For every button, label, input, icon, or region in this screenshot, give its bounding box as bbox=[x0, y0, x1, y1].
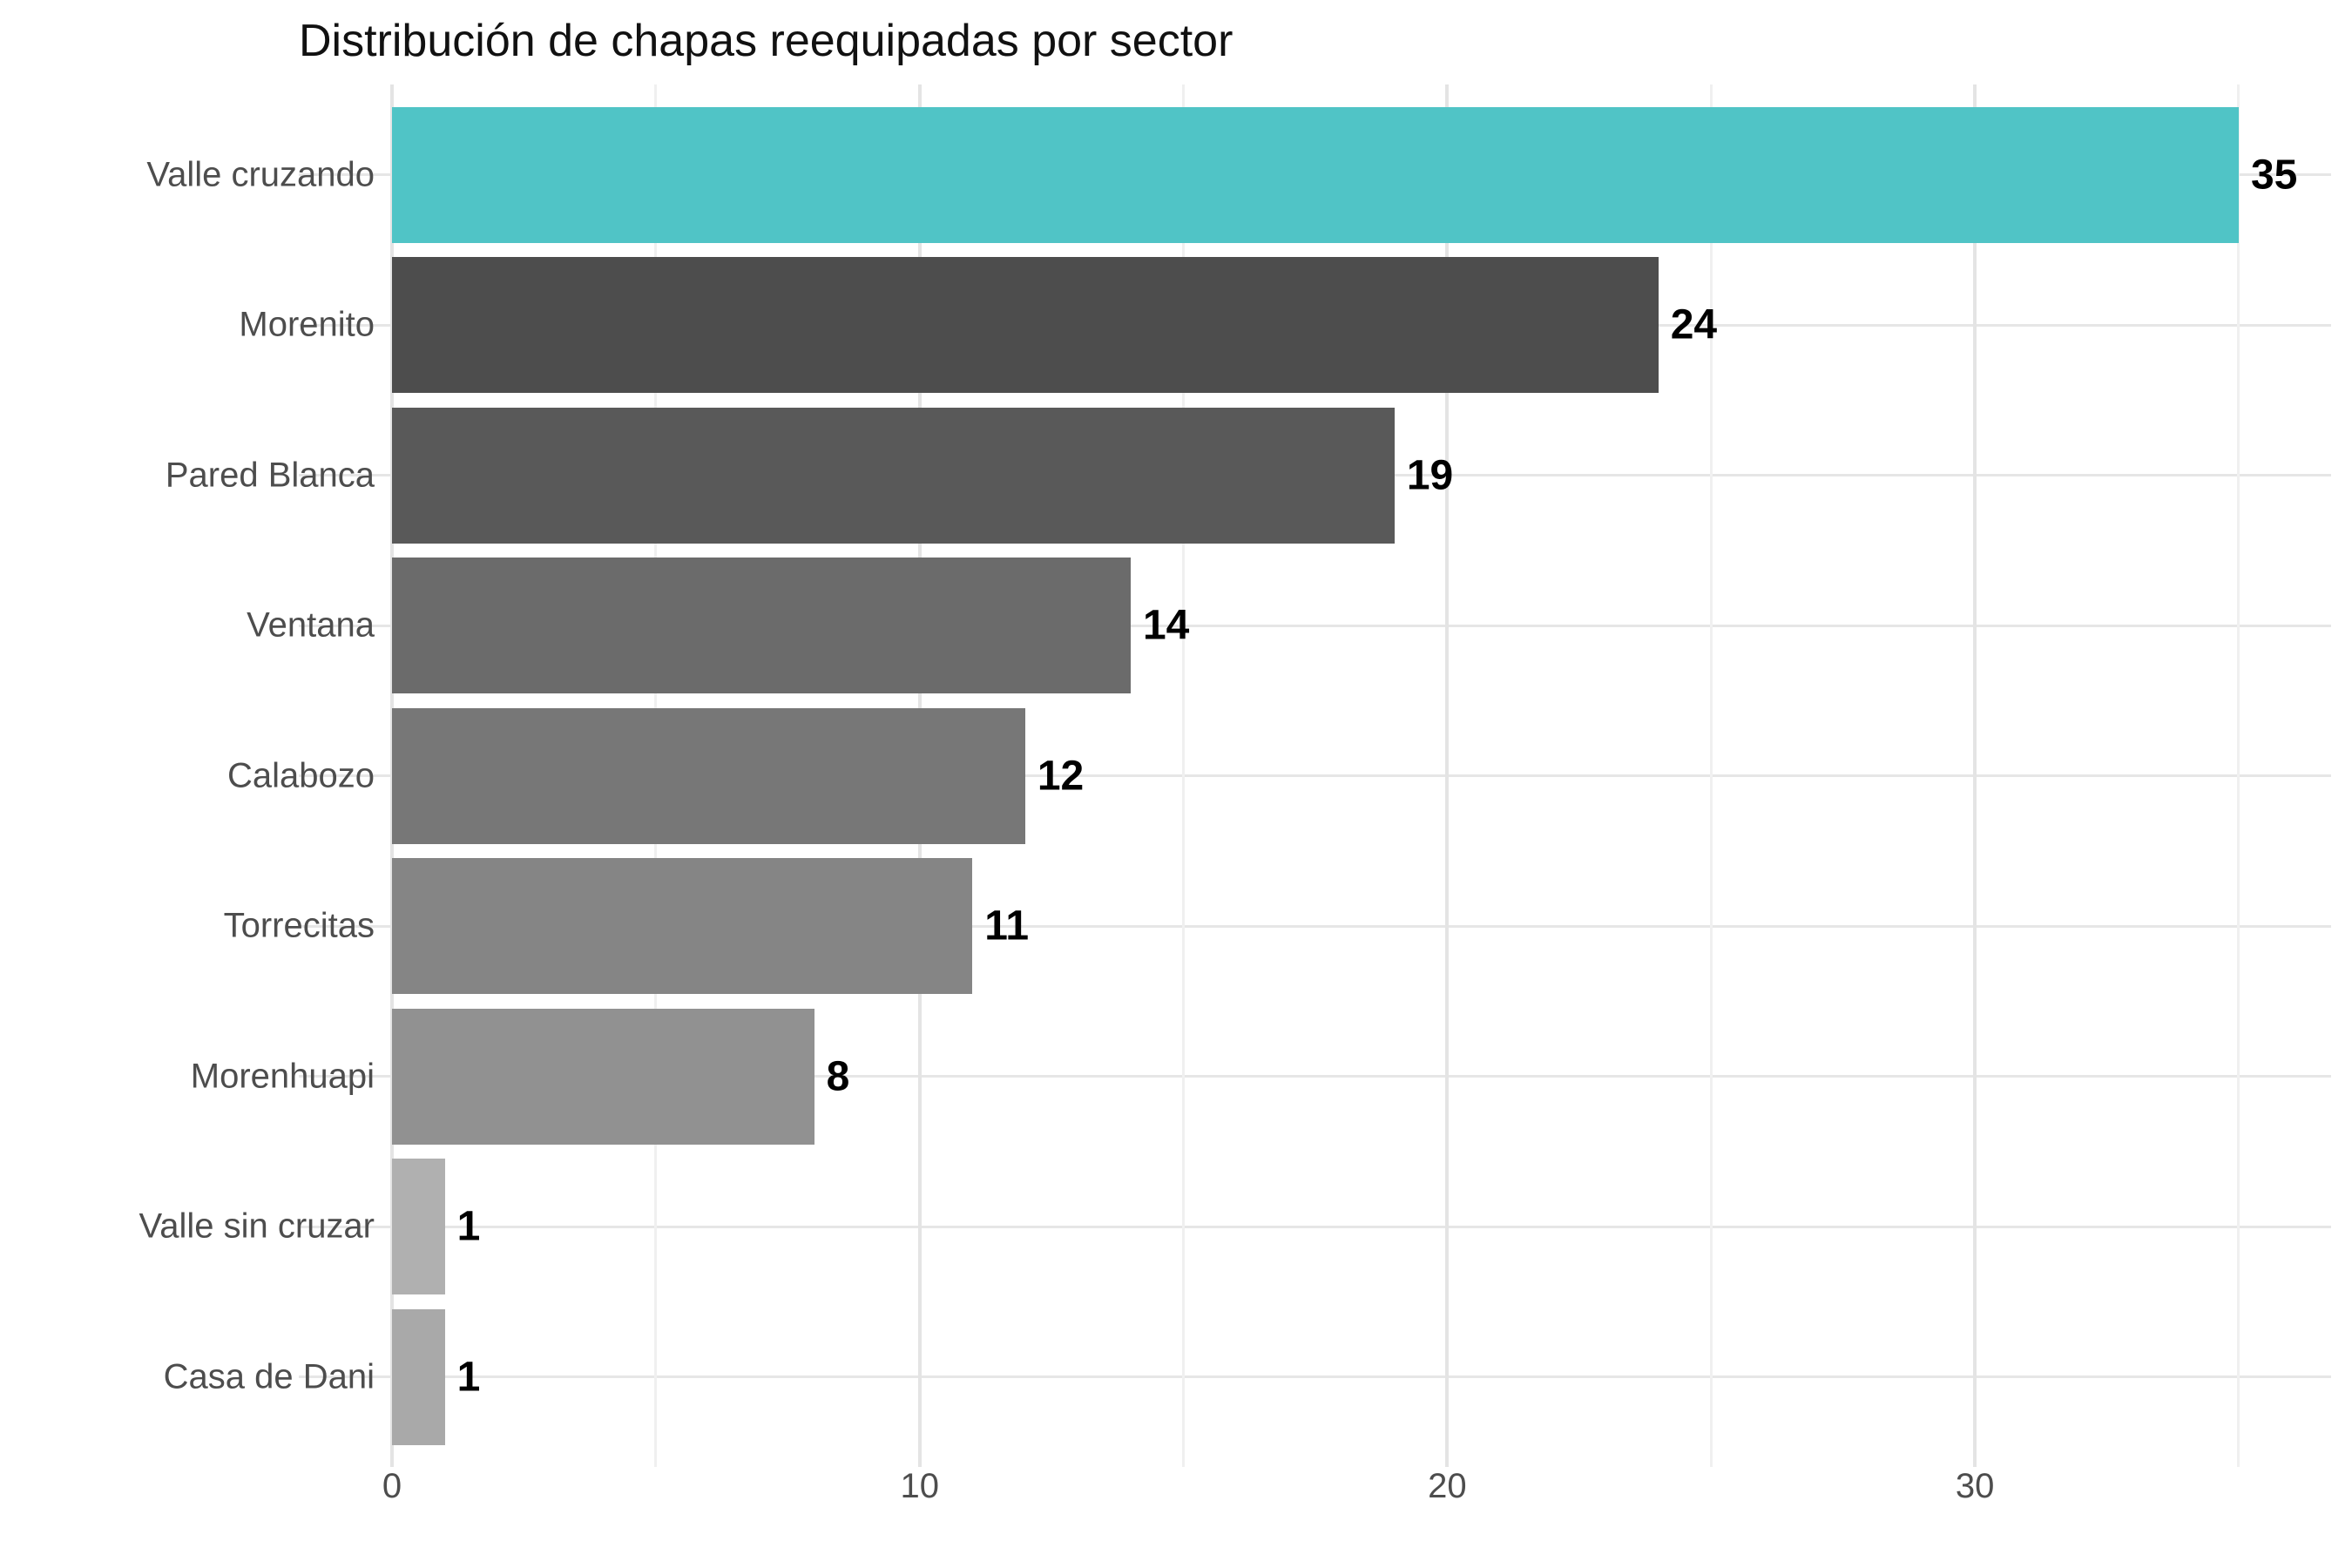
value-label: 8 bbox=[826, 1053, 850, 1099]
bar bbox=[392, 707, 1025, 844]
category-label: Valle cruzando bbox=[146, 155, 375, 193]
minor-gridline bbox=[1182, 84, 1186, 1467]
category-label: Torrecitas bbox=[223, 906, 375, 945]
category-label: Ventana bbox=[247, 605, 375, 645]
major-gridline bbox=[1445, 84, 1450, 1467]
category-label: Casa de Dani bbox=[163, 1357, 375, 1396]
value-label: 19 bbox=[1406, 452, 1454, 498]
bar bbox=[392, 407, 1395, 544]
category-gridline bbox=[299, 924, 2331, 928]
category-gridline bbox=[299, 1375, 2331, 1378]
value-label: 1 bbox=[456, 1203, 481, 1250]
bar bbox=[392, 106, 2239, 243]
bar bbox=[392, 1159, 445, 1294]
chart-title: Distribución de chapas reequipadas por s… bbox=[299, 16, 1233, 66]
value-label: 35 bbox=[2250, 152, 2298, 198]
x-tick-label: 0 bbox=[382, 1467, 402, 1505]
x-tick-label: 20 bbox=[1428, 1467, 1467, 1505]
x-tick-label: 30 bbox=[1955, 1467, 1995, 1505]
bar bbox=[392, 257, 1659, 393]
x-tick-label: 10 bbox=[900, 1467, 939, 1505]
value-label: 24 bbox=[1670, 301, 1718, 348]
bar bbox=[392, 1008, 814, 1145]
value-label: 11 bbox=[984, 902, 1030, 950]
category-label: Morenito bbox=[239, 305, 375, 344]
value-label: 1 bbox=[456, 1354, 481, 1400]
value-label: 12 bbox=[1037, 753, 1085, 799]
category-label: Morenhuapi bbox=[190, 1057, 375, 1095]
category-label: Calabozo bbox=[226, 756, 375, 794]
bar bbox=[392, 558, 1131, 693]
category-gridline bbox=[299, 624, 2331, 627]
category-label: Pared Blanca bbox=[165, 456, 375, 494]
category-label: Valle sin cruzar bbox=[139, 1206, 375, 1246]
bar bbox=[392, 1308, 445, 1445]
category-gridline bbox=[299, 1225, 2331, 1228]
bar bbox=[392, 858, 973, 994]
minor-gridline bbox=[2237, 84, 2240, 1467]
value-label: 14 bbox=[1142, 602, 1190, 649]
category-gridline bbox=[299, 1075, 2331, 1078]
category-gridline bbox=[299, 774, 2331, 777]
major-gridline bbox=[1973, 84, 1977, 1467]
minor-gridline bbox=[1709, 84, 1713, 1467]
